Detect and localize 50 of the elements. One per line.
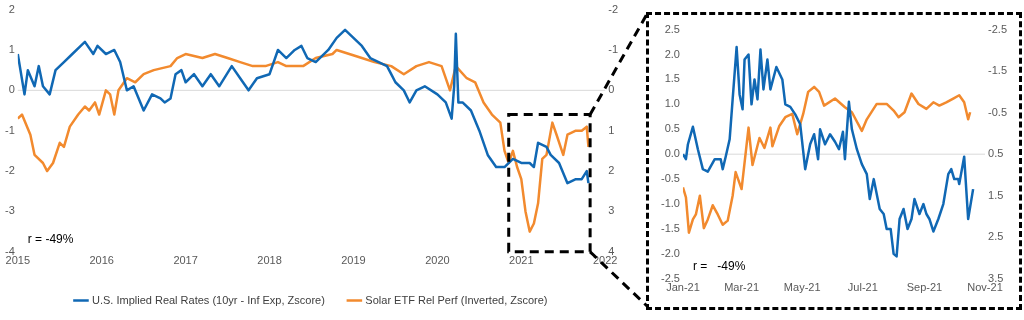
y-tick-label: 2 — [8, 2, 15, 15]
y2-tick-label: 3.5 — [988, 271, 1004, 284]
y2-tick-label: 0.5 — [988, 147, 1004, 160]
y2-tick-label: 0 — [608, 83, 615, 96]
x-tick-label: May-21 — [783, 281, 821, 294]
y-tick-label: 1.0 — [664, 97, 680, 110]
y2-tick-label: 1.5 — [988, 188, 1004, 201]
annotation: r = -49% — [27, 232, 74, 247]
y2-tick-label: 4 — [608, 244, 615, 257]
x-tick-label: Jan-21 — [666, 281, 700, 294]
y-tick-label: 0.5 — [664, 122, 680, 135]
y2-tick-label: -2 — [608, 2, 618, 15]
y-tick-label: 0.0 — [664, 147, 680, 160]
y2-tick-label: 3 — [608, 204, 615, 217]
legend-label: Solar ETF Rel Perf (Inverted, Zscore) — [365, 293, 548, 306]
y-tick-label: -1.5 — [660, 221, 680, 234]
y-tick-label: -1.0 — [660, 197, 680, 210]
x-tick-label: 2022 — [592, 254, 618, 267]
y-tick-label: 2.0 — [664, 47, 680, 60]
y-tick-label: -2.5 — [660, 271, 680, 284]
annotation: r = -49% — [692, 259, 746, 274]
legend-label: U.S. Implied Real Rates (10yr - Inf Exp, Zscore) — [91, 293, 325, 306]
y-tick-label: -2.0 — [660, 246, 680, 259]
y-tick-label: -0.5 — [660, 172, 680, 185]
y-tick-label: 1 — [8, 43, 15, 55]
x-tick-label: 2016 — [89, 254, 114, 267]
y-tick-label: -3 — [5, 204, 15, 217]
y2-tick-label: -2.5 — [988, 22, 1008, 35]
y2-tick-label: 1 — [608, 123, 615, 136]
x-tick-label: 2018 — [257, 254, 282, 267]
y-tick-label: 0 — [8, 83, 15, 96]
y2-tick-label: 2 — [608, 164, 615, 177]
x-tick-label: Jul-21 — [847, 281, 878, 294]
x-tick-label: 2019 — [341, 254, 366, 267]
y2-tick-label: 2.5 — [988, 230, 1004, 243]
y-tick-label: 2.5 — [664, 22, 680, 35]
x-tick-label: Mar-21 — [724, 281, 760, 294]
x-tick-label: Sep-21 — [906, 281, 943, 294]
x-tick-label: 2020 — [425, 254, 450, 267]
x-tick-label: 2021 — [509, 254, 534, 267]
x-tick-label: Nov-21 — [967, 281, 1003, 294]
y-tick-label: -1 — [5, 123, 15, 136]
y2-tick-label: -1.5 — [988, 64, 1008, 77]
y2-tick-label: -1 — [608, 43, 618, 55]
y-tick-label: -4 — [5, 244, 15, 257]
x-tick-label: 2017 — [173, 254, 198, 267]
y2-tick-label: -0.5 — [988, 105, 1008, 118]
y-tick-label: 1.5 — [664, 72, 680, 85]
y-tick-label: -2 — [5, 164, 15, 177]
x-tick-label: 2015 — [5, 254, 31, 267]
